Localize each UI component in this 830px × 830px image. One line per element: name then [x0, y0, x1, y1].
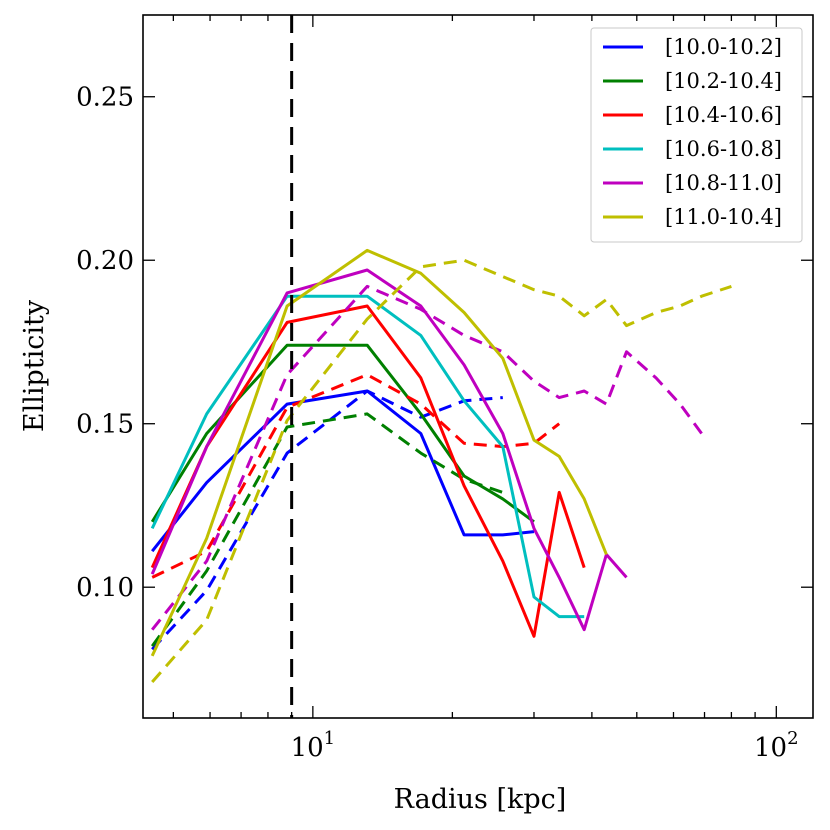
series-6-dashed-line: [151, 258, 732, 683]
y-axis-label: Ellipticity: [19, 299, 50, 432]
series-6-solid-line: [150, 248, 608, 657]
y-tick-label: 0.15: [76, 410, 134, 440]
series-2-dashed-line: [150, 412, 504, 647]
series-3-solid-line: [150, 304, 586, 638]
legend-entry-label: [10.0-10.2]: [665, 35, 782, 59]
x-axis-label: Radius [kpc]: [394, 784, 567, 815]
ticks-layer: 0.10 0.15 0.20 0.25 101 102: [76, 15, 813, 763]
legend-entry-label: [10.6-10.8]: [665, 137, 782, 161]
series-1-solid-line: [151, 389, 535, 553]
x-tick-label: 102: [754, 728, 799, 763]
x-tick-label: 101: [291, 728, 336, 763]
series-5-dashed-line: [151, 284, 703, 631]
series-4-solid-line: [150, 294, 585, 619]
plot-frame: [142, 14, 814, 719]
y-tick-label: 0.20: [76, 246, 134, 276]
series-3-dashed-line: [151, 373, 561, 579]
legend-entry-label: [10.4-10.6]: [665, 103, 782, 127]
legend-box: [590, 27, 803, 243]
legend-entry-label: [10.2-10.4]: [665, 69, 782, 93]
series-layer: [150, 248, 732, 683]
series-5-solid-line: [150, 268, 628, 632]
y-tick-label: 0.25: [76, 83, 134, 113]
legend-entry-label: [10.8-11.0]: [665, 171, 782, 195]
y-tick-label: 0.10: [76, 573, 134, 603]
legend: [10.0-10.2] [10.2-10.4] [10.4-10.6] [10.6-1…: [590, 27, 803, 243]
legend-entry-label: [11.0-10.4]: [665, 205, 782, 229]
series-2-solid-line: [150, 343, 535, 524]
